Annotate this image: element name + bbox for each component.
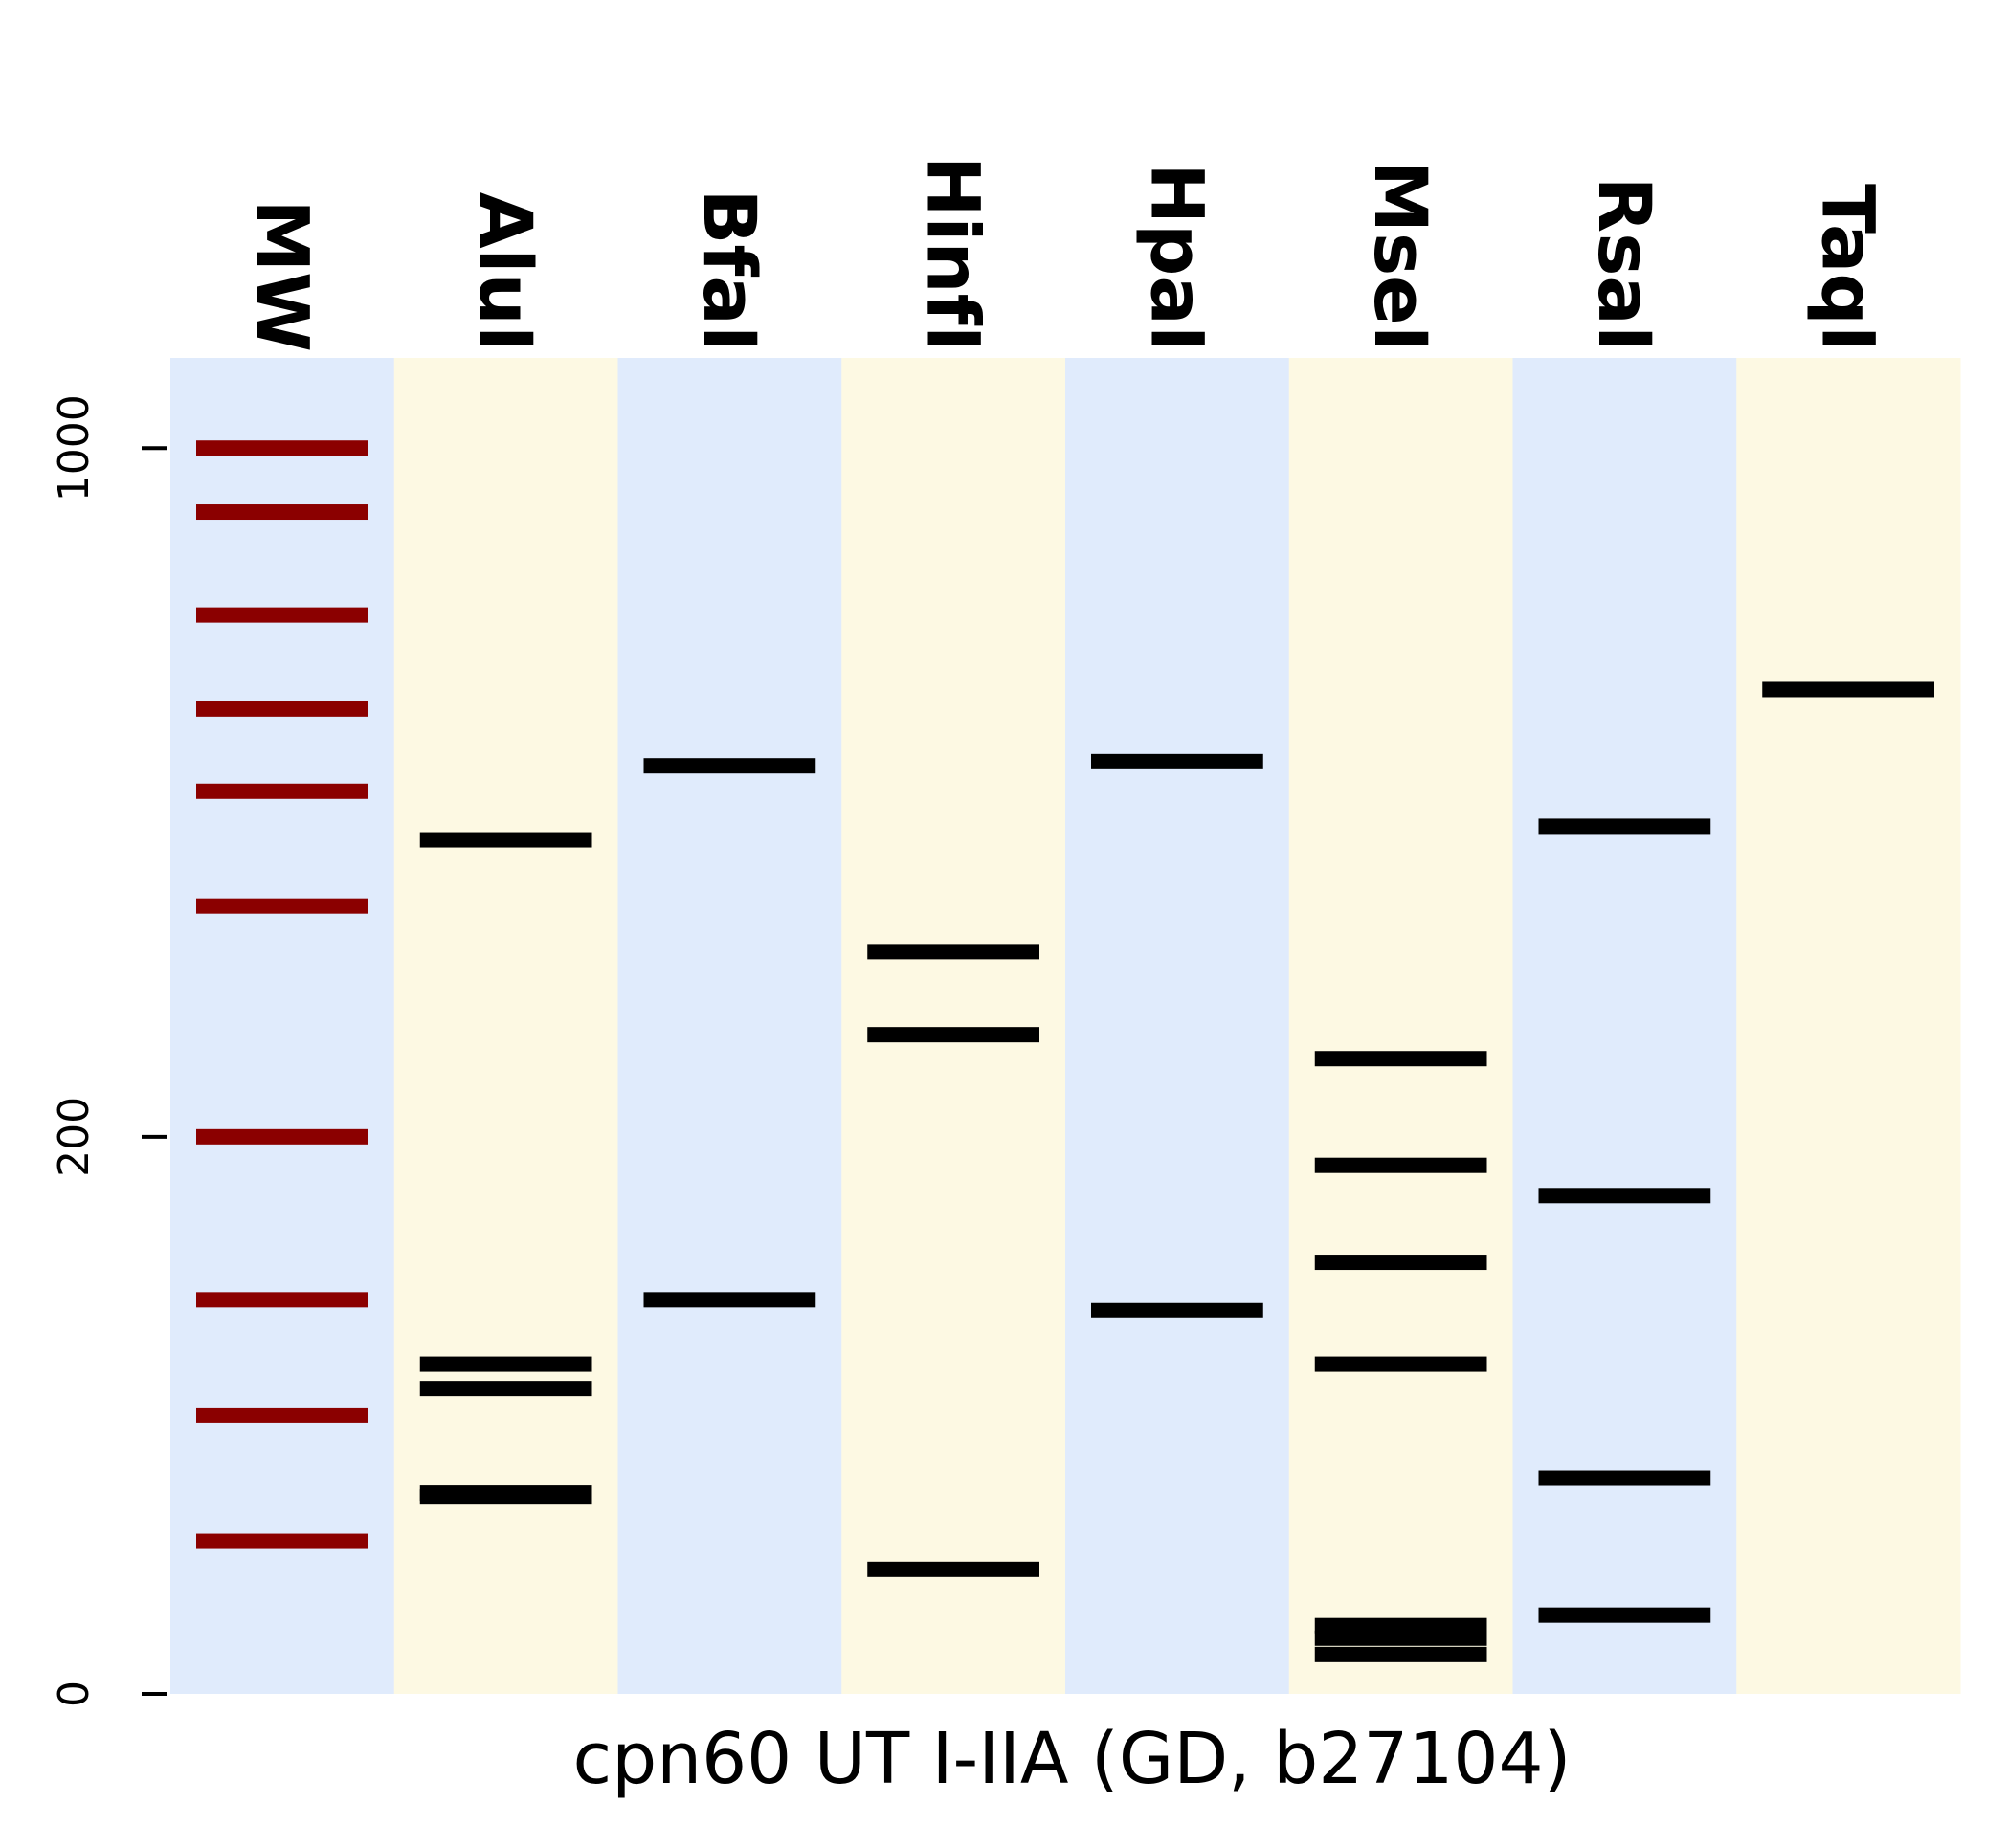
ladder-band-mw-4 [196, 783, 368, 799]
band-msei-5 [1314, 1630, 1487, 1646]
lane-background-msei [1288, 358, 1513, 1694]
lane-background-hinfi [841, 358, 1066, 1694]
ladder-band-mw-6 [196, 1128, 368, 1145]
lane-labels: MW AluI BfaI HinfI HpaI MseI RsaI TaqI [239, 156, 1890, 352]
band-msei-0 [1314, 1051, 1487, 1067]
lane-label-msei: MseI [1358, 160, 1443, 352]
band-rsai-0 [1538, 818, 1711, 835]
band-rsai-3 [1538, 1607, 1711, 1623]
y-tick-label-1000: 1000 [50, 394, 99, 501]
band-hpai-0 [1091, 753, 1263, 769]
ladder-band-mw-8 [196, 1407, 368, 1423]
ladder-band-mw-1 [196, 504, 368, 521]
band-msei-2 [1314, 1255, 1487, 1271]
ladder-band-mw-5 [196, 898, 368, 914]
band-hinfi-2 [867, 1561, 1039, 1577]
lane-label-taqi: TaqI [1806, 184, 1891, 352]
lane-label-hinfi: HinfI [911, 156, 996, 352]
x-axis-title: cpn60 UT I-IIA (GD, b27104) [573, 1718, 1572, 1800]
lane-label-hpai: HpaI [1134, 163, 1219, 352]
band-alui-2 [419, 1381, 592, 1397]
lane-background-taqi [1736, 358, 1961, 1694]
lane-background-hpai [1065, 358, 1290, 1694]
band-rsai-2 [1538, 1470, 1711, 1486]
lane-label-bfai: BfaI [687, 189, 772, 352]
ladder-band-mw-0 [196, 440, 368, 456]
band-hinfi-0 [867, 944, 1039, 960]
ladder-band-mw-3 [196, 701, 368, 717]
band-bfai-0 [643, 758, 816, 774]
band-hpai-1 [1091, 1302, 1263, 1318]
lane-label-mw: MW [239, 200, 324, 352]
lane-backgrounds [170, 358, 1961, 1694]
band-hinfi-1 [867, 1027, 1039, 1043]
band-bfai-1 [643, 1292, 816, 1308]
lane-background-mw [170, 358, 395, 1694]
lane-label-alui: AluI [463, 192, 548, 352]
ladder-band-mw-7 [196, 1292, 368, 1308]
band-alui-0 [419, 832, 592, 848]
band-alui-4 [419, 1489, 592, 1505]
lane-background-rsai [1512, 358, 1737, 1694]
band-msei-4 [1314, 1617, 1487, 1634]
y-tick-label-200: 200 [50, 1097, 99, 1177]
band-msei-6 [1314, 1646, 1487, 1662]
band-taqi-0 [1762, 681, 1934, 698]
band-msei-1 [1314, 1157, 1487, 1173]
ladder-band-mw-9 [196, 1533, 368, 1549]
band-msei-3 [1314, 1356, 1487, 1372]
ladder-band-mw-2 [196, 607, 368, 623]
lane-background-alui [393, 358, 618, 1694]
lane-background-bfai [617, 358, 842, 1694]
lane-label-rsai: RsaI [1582, 177, 1667, 352]
band-rsai-1 [1538, 1188, 1711, 1204]
y-tick-label-0: 0 [50, 1681, 99, 1707]
y-axis: 0 200 1000 [50, 394, 167, 1707]
band-alui-1 [419, 1356, 592, 1372]
bands [196, 440, 1934, 1662]
